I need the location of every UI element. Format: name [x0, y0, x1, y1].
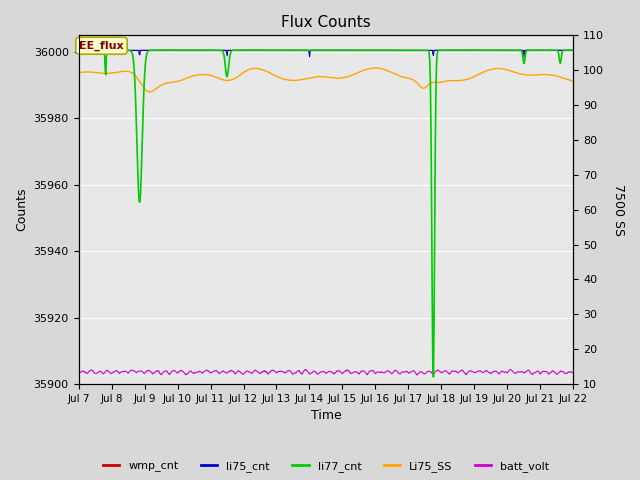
Y-axis label: Counts: Counts: [15, 188, 28, 231]
Legend: wmp_cnt, li75_cnt, li77_cnt, Li75_SS, batt_volt: wmp_cnt, li75_cnt, li77_cnt, Li75_SS, ba…: [98, 456, 554, 476]
Y-axis label: 7500 SS: 7500 SS: [612, 184, 625, 236]
X-axis label: Time: Time: [310, 409, 341, 422]
Text: EE_flux: EE_flux: [79, 41, 124, 51]
Title: Flux Counts: Flux Counts: [281, 15, 371, 30]
